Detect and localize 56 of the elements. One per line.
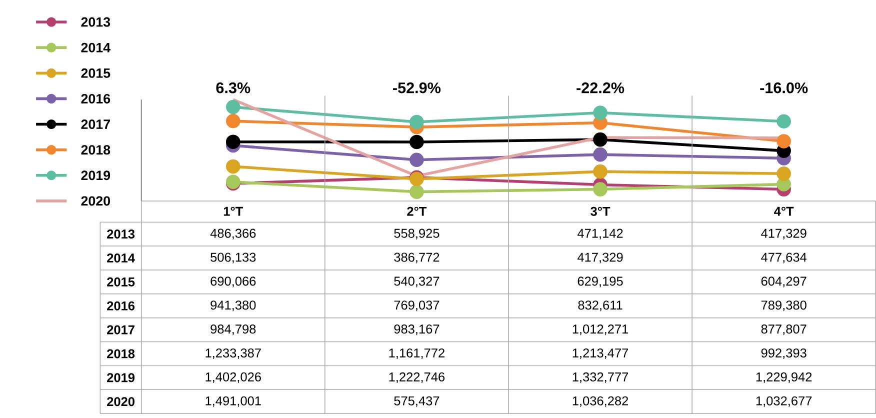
x-tick-label: 4°T bbox=[774, 206, 794, 216]
text: 2014 bbox=[107, 253, 135, 262]
legend-label: 2014 bbox=[81, 42, 110, 52]
text: 2015 bbox=[107, 277, 135, 286]
data-label: 984,798 bbox=[210, 324, 256, 335]
legend-label: 2015 bbox=[81, 68, 110, 78]
text: 2013 bbox=[107, 229, 135, 238]
data-label: 417,329 bbox=[578, 252, 623, 264]
data-label: 1,036,282 bbox=[572, 396, 628, 407]
legend-label: 2016 bbox=[81, 94, 110, 104]
data-label: 1,332,777 bbox=[572, 372, 628, 383]
data-label: 832,611 bbox=[578, 300, 622, 311]
data-label: 540,327 bbox=[394, 276, 440, 288]
data-label: 1,032,677 bbox=[756, 396, 812, 407]
text: 2018 bbox=[107, 349, 135, 358]
data-label: 477,634 bbox=[761, 252, 807, 264]
data-label: 877,807 bbox=[761, 324, 806, 335]
legend-label: 2019 bbox=[81, 170, 110, 180]
data-label: 417,329 bbox=[761, 228, 806, 240]
text: 2016 bbox=[107, 301, 135, 310]
legend-label: 2018 bbox=[81, 144, 110, 154]
text: 6.3% bbox=[216, 82, 250, 94]
legend-label: 2017 bbox=[81, 119, 110, 129]
x-tick-label: 1°T bbox=[224, 206, 243, 216]
text: 2017 bbox=[107, 325, 134, 334]
data-label: 1,222,746 bbox=[389, 372, 445, 383]
data-label: 558,925 bbox=[394, 228, 440, 240]
data-label: 471,142 bbox=[578, 228, 623, 240]
data-label: 1,402,026 bbox=[206, 372, 261, 383]
x-tick-label: 3°T bbox=[590, 206, 610, 216]
data-label: 789,380 bbox=[761, 300, 806, 311]
data-label: 506,133 bbox=[210, 252, 256, 264]
text: 2020 bbox=[107, 396, 134, 406]
data-label: 1,491,001 bbox=[206, 396, 261, 407]
data-label: 1,161,772 bbox=[389, 348, 444, 359]
data-label: 690,066 bbox=[210, 276, 256, 288]
text: 2019 bbox=[107, 372, 135, 382]
text: -22.2% bbox=[576, 82, 624, 94]
data-label: 992,393 bbox=[761, 348, 806, 359]
data-label: 1,012,271 bbox=[572, 324, 628, 335]
legend-label: 2013 bbox=[81, 17, 110, 27]
legend-label: 2020 bbox=[81, 196, 110, 206]
text: -16.0% bbox=[760, 82, 808, 94]
data-label: 604,297 bbox=[761, 276, 806, 288]
data-label: 629,195 bbox=[578, 276, 623, 288]
data-label: 386,772 bbox=[394, 252, 440, 264]
x-tick-label: 2°T bbox=[407, 206, 427, 216]
text: -52.9% bbox=[393, 82, 441, 94]
data-label: 941,380 bbox=[210, 300, 256, 311]
data-label: 486,366 bbox=[210, 228, 256, 240]
data-label: 1,233,387 bbox=[206, 348, 261, 359]
data-label: 575,437 bbox=[394, 396, 440, 407]
data-label: 983,167 bbox=[394, 324, 440, 335]
data-label: 1,213,477 bbox=[572, 348, 628, 359]
data-label: 1,229,942 bbox=[756, 372, 812, 383]
data-label: 769,037 bbox=[394, 300, 440, 311]
